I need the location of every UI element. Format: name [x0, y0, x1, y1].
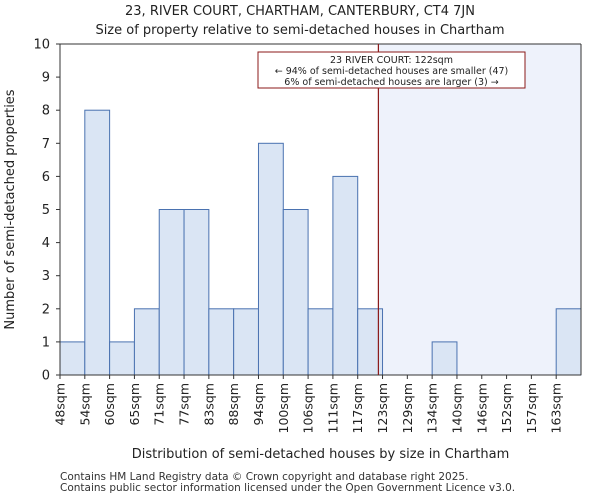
y-tick-label-1: 1: [42, 335, 50, 350]
y-tick-label-7: 7: [42, 137, 50, 152]
x-tick-label-140sqm: 140sqm: [449, 383, 464, 433]
x-tick-label-134sqm: 134sqm: [425, 383, 440, 433]
x-tick-label-129sqm: 129sqm: [400, 383, 415, 433]
bar-134sqm: [431, 341, 458, 376]
x-tick-label-48sqm: 48sqm: [53, 383, 68, 426]
y-tick-label-10: 10: [33, 38, 50, 53]
y-tick-label-8: 8: [42, 104, 50, 119]
x-tick-label-100sqm: 100sqm: [276, 383, 291, 433]
x-tick-label-54sqm: 54sqm: [77, 383, 92, 426]
x-tick-label-146sqm: 146sqm: [474, 383, 489, 433]
bar-71sqm: [158, 209, 185, 376]
bar-88sqm: [233, 308, 259, 376]
x-tick-label-77sqm: 77sqm: [177, 383, 192, 426]
bar-94sqm: [257, 142, 284, 376]
y-tick-label-2: 2: [42, 302, 50, 317]
bar-77sqm: [183, 209, 210, 376]
footer-line1: Contains HM Land Registry data © Crown c…: [60, 471, 469, 483]
y-tick-label-5: 5: [42, 203, 50, 218]
x-axis-title: Distribution of semi-detached houses by …: [132, 447, 510, 462]
bar-48sqm: [59, 341, 86, 376]
x-tick-label-106sqm: 106sqm: [301, 383, 316, 433]
y-axis-title: Number of semi-detached properties: [3, 89, 18, 329]
annotation-box: [257, 51, 526, 89]
chart-title-line1: 23, RIVER COURT, CHARTHAM, CANTERBURY, C…: [125, 4, 475, 19]
chart-title: 23, RIVER COURT, CHARTHAM, CANTERBURY, C…: [0, 2, 600, 40]
x-tick-label-111sqm: 111sqm: [325, 383, 340, 433]
x-tick-label-94sqm: 94sqm: [251, 383, 266, 426]
x-tick-label-157sqm: 157sqm: [524, 383, 539, 433]
y-tick-label-6: 6: [42, 170, 50, 185]
bar-106sqm: [307, 308, 334, 376]
bar-54sqm: [84, 109, 111, 376]
bar-65sqm: [133, 308, 160, 376]
footer-line2: Contains public sector information licen…: [60, 482, 516, 494]
bar-83sqm: [208, 308, 235, 376]
chart-title-line2: Size of property relative to semi-detach…: [95, 23, 505, 38]
annotation-line-1: 23 RIVER COURT: 122sqm: [330, 55, 453, 66]
x-tick-label-123sqm: 123sqm: [375, 383, 390, 433]
y-tick-label-0: 0: [42, 369, 50, 384]
x-tick-label-163sqm: 163sqm: [549, 383, 564, 433]
x-tick-label-152sqm: 152sqm: [499, 383, 514, 433]
x-tick-label-88sqm: 88sqm: [226, 383, 241, 426]
bar-163sqm: [555, 308, 582, 376]
x-tick-label-60sqm: 60sqm: [102, 383, 117, 426]
x-tick-label-71sqm: 71sqm: [152, 383, 167, 426]
y-tick-label-4: 4: [42, 236, 50, 251]
footer: Contains HM Land Registry data © Crown c…: [60, 472, 515, 494]
annotation-line-3: 6% of semi-detached houses are larger (3…: [284, 77, 498, 88]
annotation-line-2: ← 94% of semi-detached houses are smalle…: [275, 66, 509, 77]
x-tick-label-65sqm: 65sqm: [127, 383, 142, 426]
x-tick-label-117sqm: 117sqm: [350, 383, 365, 433]
bar-100sqm: [282, 209, 309, 376]
x-tick-label-83sqm: 83sqm: [201, 383, 216, 426]
larger-region-shade: [378, 44, 581, 375]
bar-60sqm: [109, 341, 135, 376]
y-tick-label-3: 3: [42, 269, 50, 284]
y-tick-label-9: 9: [42, 71, 50, 86]
bar-111sqm: [332, 175, 359, 376]
